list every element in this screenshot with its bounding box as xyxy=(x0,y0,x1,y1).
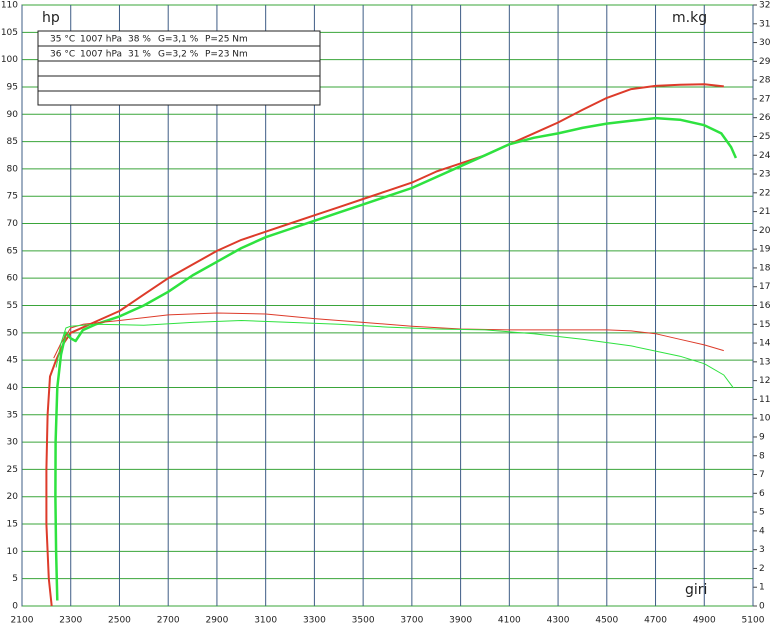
y2-tick-label: 13 xyxy=(759,357,770,367)
y-tick-label: 110 xyxy=(1,1,18,11)
y2-tick-label: 20 xyxy=(759,226,771,236)
legend-cell: 36 °C xyxy=(50,50,75,60)
y-tick-label: 0 xyxy=(12,602,18,612)
y2-tick-label: 21 xyxy=(759,207,770,217)
legend-cell: 38 % xyxy=(128,35,151,45)
y-tick-label: 75 xyxy=(7,192,18,202)
y2-tick-label: 5 xyxy=(759,508,765,518)
y-tick-label: 70 xyxy=(7,219,19,229)
x-tick-label: 2300 xyxy=(59,616,82,626)
y-tick-label: 25 xyxy=(7,465,18,475)
y2-tick-label: 31 xyxy=(759,19,770,29)
legend-cell: G=3,1 % xyxy=(158,35,199,45)
y-tick-label: 30 xyxy=(7,438,19,448)
y2-tick-label: 25 xyxy=(759,132,770,142)
x-tick-label: 4700 xyxy=(644,616,667,626)
series-line xyxy=(54,116,738,601)
y-tick-label: 5 xyxy=(12,574,18,584)
y2-tick-label: 2 xyxy=(759,564,765,574)
y-tick-label: 60 xyxy=(7,274,19,284)
x-tick-label: 4100 xyxy=(498,616,521,626)
series-line xyxy=(53,312,724,359)
y-tick-label: 40 xyxy=(7,383,19,393)
x-tick-label: 2900 xyxy=(205,616,228,626)
x-tick-label: 2500 xyxy=(108,616,131,626)
y-tick-label: 15 xyxy=(7,520,18,530)
x-tick-label: 2700 xyxy=(157,616,180,626)
y-tick-label: 10 xyxy=(7,547,19,557)
y2-tick-label: 12 xyxy=(759,376,770,386)
y2-tick-label: 9 xyxy=(759,432,765,442)
legend-cell: P=25 Nm xyxy=(205,35,248,45)
y-tick-label: 20 xyxy=(7,492,19,502)
legend-table xyxy=(37,30,321,106)
y-tick-label: 105 xyxy=(1,28,18,38)
y2-tick-label: 4 xyxy=(759,526,765,536)
y2-tick-label: 17 xyxy=(759,282,770,292)
y2-tick-label: 7 xyxy=(759,470,765,480)
x-tick-label: 4300 xyxy=(547,616,570,626)
y2-tick-label: 23 xyxy=(759,170,770,180)
legend-cell: 35 °C xyxy=(50,35,75,45)
y2-tick-label: 11 xyxy=(759,395,770,405)
y2-tick-label: 8 xyxy=(759,451,765,461)
x-tick-label: 3700 xyxy=(400,616,423,626)
y-tick-label: 100 xyxy=(1,55,18,65)
y2-tick-label: 22 xyxy=(759,188,770,198)
x-tick-label: 3300 xyxy=(303,616,326,626)
y2-tick-label: 28 xyxy=(759,76,771,86)
series-line xyxy=(45,83,724,607)
y2-tick-label: 0 xyxy=(759,602,765,612)
x-tick-label: 4500 xyxy=(595,616,618,626)
legend-rows: 35 °C 1007 hPa 38 % G=3,1 % P=25 Nm 36 °C 1007… xyxy=(50,35,248,60)
y2-tick-label: 24 xyxy=(759,151,771,161)
y-tick-label: 80 xyxy=(7,164,19,174)
legend-cell: 1007 hPa xyxy=(80,35,122,45)
y-tick-label: 85 xyxy=(7,137,18,147)
legend-cell: P=23 Nm xyxy=(205,50,248,60)
x-tick-label: 3100 xyxy=(254,616,277,626)
y-tick-label: 95 xyxy=(7,82,18,92)
x-tick-label: 3500 xyxy=(352,616,375,626)
y2-tick-label: 10 xyxy=(759,414,771,424)
y2-tick-label: 6 xyxy=(759,489,765,499)
series-line xyxy=(55,320,734,389)
y2-tick-label: 15 xyxy=(759,320,770,330)
y2-tick-label: 16 xyxy=(759,301,771,311)
legend-cell: 1007 hPa xyxy=(80,50,122,60)
y2-tick-label: 1 xyxy=(759,583,765,593)
y-tick-label: 45 xyxy=(7,356,18,366)
y-tick-label: 65 xyxy=(7,246,18,256)
x-tick-label: 2100 xyxy=(11,616,34,626)
y-axis-label: hp xyxy=(42,10,60,26)
y2-tick-label: 29 xyxy=(759,57,771,67)
x-axis-label: giri xyxy=(685,582,707,598)
x-tick-label: 5100 xyxy=(742,616,765,626)
y2-axis-label: m.kg xyxy=(672,10,707,26)
x-tick-label: 4900 xyxy=(693,616,716,626)
y2-tick-label: 27 xyxy=(759,94,770,104)
y2-tick-label: 32 xyxy=(759,1,770,11)
y2-tick-label: 19 xyxy=(759,245,771,255)
y-tick-label: 90 xyxy=(7,110,19,120)
y-tick-label: 50 xyxy=(7,328,19,338)
y2-tick-label: 18 xyxy=(759,263,771,273)
y2-tick-label: 30 xyxy=(759,38,771,48)
y-tick-label: 55 xyxy=(7,301,18,311)
lines xyxy=(45,83,738,607)
x-tick-label: 3900 xyxy=(449,616,472,626)
legend-cell: 31 % xyxy=(128,50,151,60)
legend-cell: G=3,2 % xyxy=(158,50,199,60)
y-tick-label: 35 xyxy=(7,410,18,420)
y2-tick-label: 26 xyxy=(759,113,771,123)
y2-tick-label: 14 xyxy=(759,339,771,349)
y2-tick-label: 3 xyxy=(759,545,765,555)
